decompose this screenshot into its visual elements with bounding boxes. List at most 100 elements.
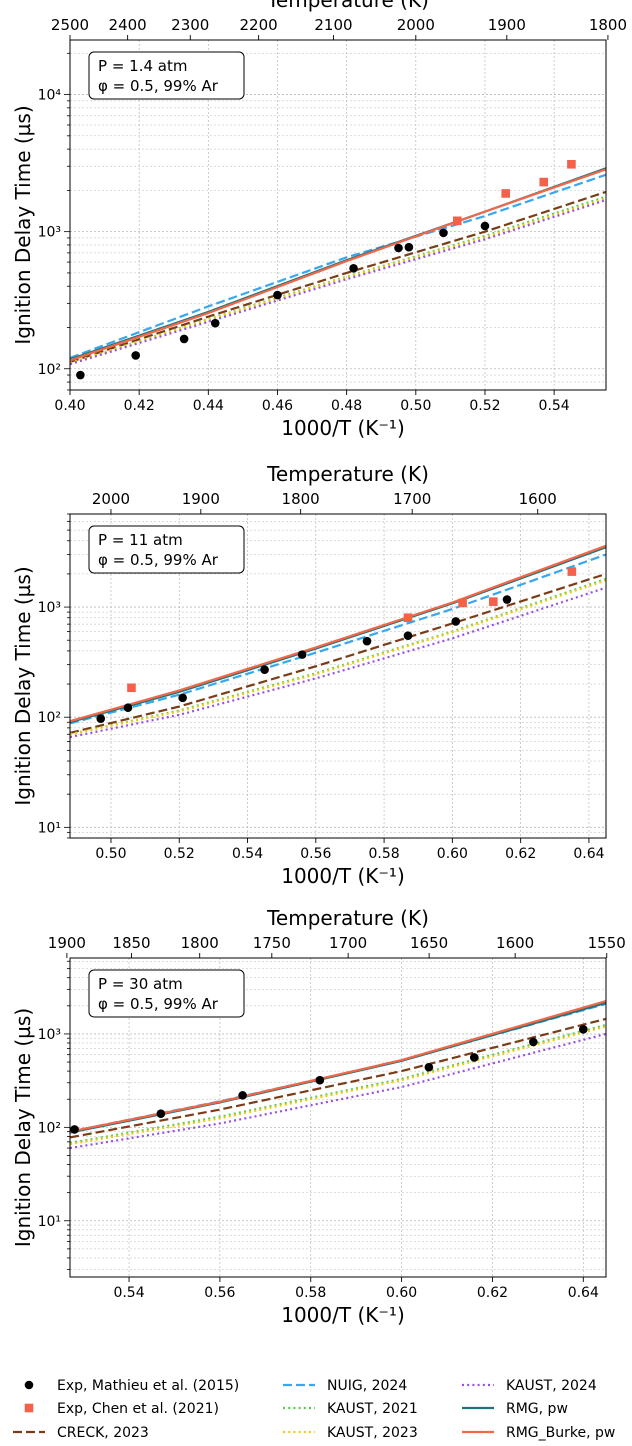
legend: Exp, Mathieu et al. (2015) Exp, Chen et a… (13, 1378, 615, 1441)
series-line-kaust-2023 (70, 197, 606, 365)
series-line-creck-2023 (70, 190, 606, 364)
data-point-mathieu (502, 595, 512, 604)
x-tick-label: 0.50 (400, 398, 431, 414)
data-point-mathieu (439, 228, 448, 238)
x-axis-title: 1000/T (K⁻¹) (281, 1303, 405, 1327)
x-tick-label: 0.50 (95, 846, 126, 862)
series-line-kaust-2024 (70, 1032, 606, 1150)
legend-item: KAUST, 2021 (283, 1401, 418, 1417)
x-tick-label: 0.42 (124, 398, 155, 414)
x-tick-label: 0.56 (204, 1285, 235, 1301)
top-tick-label: 1900 (182, 490, 220, 508)
top-tick-label: 1700 (329, 934, 367, 952)
y-tick-label: 10³ (38, 600, 61, 616)
grid-lines (70, 958, 606, 1277)
legend-label: CRECK, 2023 (57, 1425, 149, 1441)
x-tick-label: 0.54 (232, 846, 263, 862)
data-point-mathieu (131, 351, 141, 360)
series-line-kaust-2023 (70, 579, 606, 736)
x-tick-label: 0.64 (568, 1285, 599, 1301)
legend-item: RMG_Burke, pw (462, 1425, 615, 1441)
chart-panel-2: 0.50 0.52 0.54 0.56 0.58 0.60 0.62 0.64 10¹ 10² 10… (11, 462, 607, 888)
data-point-chen (489, 597, 498, 606)
top-tick-label: 1800 (589, 16, 627, 34)
series-line-rmg-pw (70, 1001, 606, 1134)
top-axis-title: Temperature (K) (266, 0, 429, 12)
annotation-line: P = 30 atm (98, 975, 183, 993)
x-tick-label: 0.64 (573, 846, 604, 862)
annotation-line: φ = 0.5, 99% Ar (98, 77, 219, 95)
series-group (70, 544, 606, 739)
data-point-chen (567, 567, 577, 576)
data-point-chen (453, 216, 462, 226)
legend-label: Exp, Chen et al. (2021) (57, 1401, 219, 1417)
x-tick-label: 0.54 (539, 398, 570, 414)
annotation-box (88, 969, 245, 1018)
series-group (70, 999, 606, 1150)
data-point-chen (501, 189, 511, 198)
data-point-chen (539, 177, 549, 187)
data-point-mathieu (394, 243, 403, 253)
top-tick-label: 2100 (314, 16, 352, 34)
series-line-nuig-2024 (70, 1002, 606, 1133)
plot-frame (69, 39, 607, 391)
data-point-mathieu (349, 264, 358, 273)
series-line-creck-2023 (70, 1017, 606, 1139)
x-tick-label: 0.58 (295, 1285, 326, 1301)
data-point-mathieu (179, 334, 189, 344)
y-tick-label: 10² (38, 1120, 61, 1136)
data-point-mathieu (424, 1062, 434, 1072)
legend-label: KAUST, 2023 (327, 1425, 418, 1441)
x-tick-label: 0.46 (262, 398, 293, 414)
top-axis-title: Temperature (K) (266, 462, 429, 486)
condition-annotation: P = 11 atm φ = 0.5, 99% Ar (88, 525, 245, 574)
data-point-mathieu (315, 1075, 325, 1085)
legend-label: RMG, pw (506, 1401, 568, 1417)
data-point-mathieu (469, 1053, 479, 1062)
legend-label: KAUST, 2024 (506, 1378, 597, 1394)
x-tick-label: 0.52 (164, 846, 195, 862)
top-tick-label: 2400 (109, 16, 147, 34)
top-tick-label: 2500 (51, 16, 89, 34)
legend-item: Exp, Mathieu et al. (2015) (24, 1378, 239, 1394)
annotation-line: P = 1.4 atm (98, 57, 187, 75)
annotation-line: φ = 0.5, 99% Ar (98, 995, 219, 1013)
y-tick-label: 10⁴ (38, 88, 62, 104)
chart-panel-3: 0.54 0.56 0.58 0.60 0.62 0.64 10¹ 10² 10³ 1900 185… (11, 906, 626, 1327)
series-line-kaust-2023 (70, 1025, 606, 1146)
top-tick-label: 1900 (488, 16, 526, 34)
x-axis-title: 1000/T (K⁻¹) (281, 864, 405, 888)
legend-item: KAUST, 2023 (283, 1425, 418, 1441)
top-tick-label: 1550 (588, 934, 626, 952)
y-axis-title: Ignition Delay Time (µs) (11, 1008, 35, 1247)
legend-item: KAUST, 2024 (462, 1378, 597, 1394)
top-tick-label: 1800 (181, 934, 219, 952)
data-point-mathieu (578, 1025, 588, 1034)
legend-label: Exp, Mathieu et al. (2015) (57, 1378, 239, 1394)
top-tick-label: 2200 (240, 16, 278, 34)
grid-lines (69, 40, 606, 391)
y-tick-label: 10² (38, 362, 61, 378)
x-tick-label: 0.56 (300, 846, 331, 862)
legend-item: RMG, pw (462, 1401, 568, 1417)
top-axis-title: Temperature (K) (266, 906, 429, 930)
x-tick-label: 0.40 (54, 398, 85, 414)
condition-annotation: P = 30 atm φ = 0.5, 99% Ar (88, 969, 245, 1018)
plot-frame (69, 513, 607, 839)
data-point-mathieu (70, 1125, 79, 1134)
x-axis-title: 1000/T (K⁻¹) (281, 416, 405, 440)
annotation-line: φ = 0.5, 99% Ar (98, 551, 219, 569)
top-tick-label: 2000 (397, 16, 435, 34)
legend-label: KAUST, 2021 (327, 1401, 418, 1417)
legend-label: NUIG, 2024 (327, 1378, 407, 1394)
data-point-chen (403, 613, 413, 623)
legend-item: CRECK, 2023 (13, 1425, 149, 1441)
data-point-mathieu (403, 631, 413, 640)
data-point-chen (127, 683, 136, 693)
x-tick-label: 0.48 (331, 398, 362, 414)
y-axis-title: Ignition Delay Time (µs) (11, 566, 35, 805)
x-tick-label: 0.44 (193, 398, 224, 414)
data-point-mathieu (178, 693, 187, 703)
data-point-mathieu (260, 665, 269, 674)
legend-item: Exp, Chen et al. (2021) (24, 1401, 219, 1417)
